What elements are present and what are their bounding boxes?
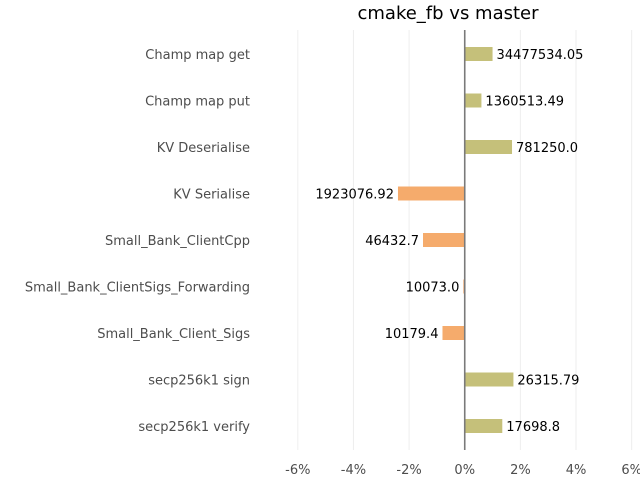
- bar-value-label: 46432.7: [365, 234, 419, 249]
- bar-value-label: 34477534.05: [497, 48, 584, 63]
- bar: [397, 186, 465, 201]
- x-tick-label: 0%: [454, 463, 475, 478]
- bar-value-label: 26315.79: [517, 374, 579, 389]
- x-tick-label: 4%: [566, 463, 587, 478]
- category-label: Small_Bank_ClientSigs_Forwarding: [25, 281, 250, 296]
- bars: [397, 47, 514, 433]
- x-tick-label: -2%: [396, 463, 421, 478]
- bar: [464, 47, 493, 61]
- category-label: KV Deserialise: [157, 141, 250, 156]
- category-label: KV Serialise: [173, 188, 250, 203]
- category-label: secp256k1 sign: [148, 374, 250, 389]
- category-label: Champ map put: [145, 95, 250, 110]
- bar-value-label: 10179.4: [385, 327, 439, 342]
- bar-value-label: 17698.8: [506, 420, 560, 435]
- x-tick-label: -6%: [285, 463, 310, 478]
- bar: [464, 140, 513, 154]
- bar-value-label: 1360513.49: [485, 95, 564, 110]
- category-label: Small_Bank_Client_Sigs: [97, 327, 250, 342]
- x-tick-label: -4%: [341, 463, 366, 478]
- bar-value-label: 781250.0: [516, 141, 578, 156]
- chart-title: cmake_fb vs master: [357, 3, 539, 24]
- category-labels: Champ map get Champ map put KV Deserialise…: [25, 48, 250, 435]
- bar: [464, 93, 482, 108]
- bar: [464, 372, 514, 387]
- bar: [423, 233, 465, 247]
- category-label: secp256k1 verify: [138, 420, 250, 435]
- x-tick-label: 6%: [621, 463, 640, 478]
- bar-value-label: 1923076.92: [315, 188, 394, 203]
- x-tick-label: 2%: [510, 463, 531, 478]
- category-label: Small_Bank_ClientCpp: [105, 234, 250, 249]
- bar: [442, 326, 465, 340]
- category-label: Champ map get: [145, 48, 250, 63]
- bar-value-label: 10073.0: [406, 281, 460, 296]
- data-labels: 34477534.05 1360513.49 781250.0 1923076.92 4…: [315, 48, 583, 435]
- bar: [464, 419, 503, 433]
- x-tick-labels: -6% -4% -2% 0% 2% 4% 6%: [285, 463, 640, 478]
